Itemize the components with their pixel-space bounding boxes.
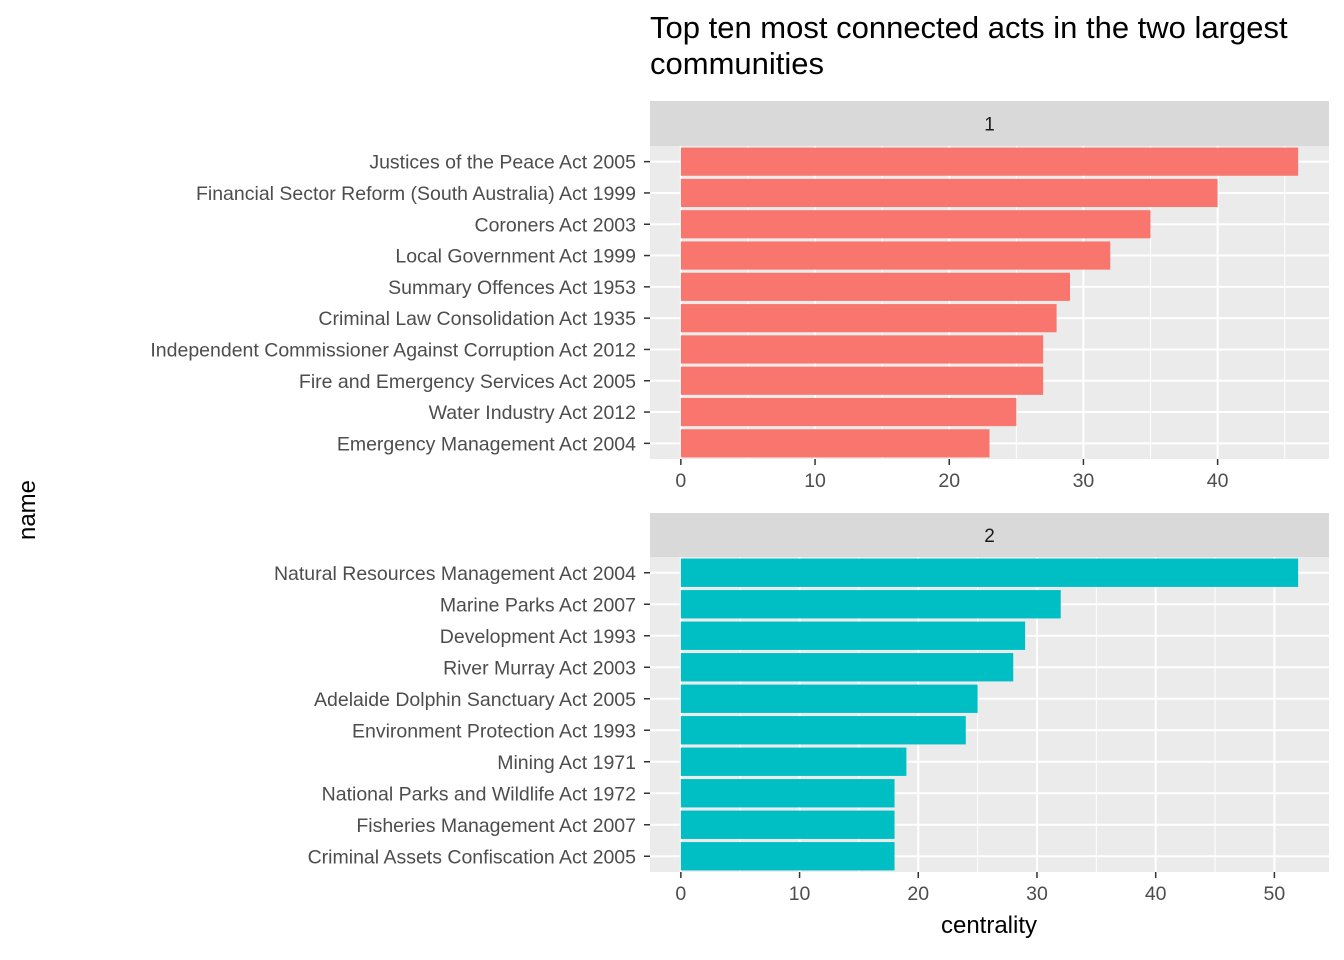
- y-tick-label: Emergency Management Act 2004: [337, 433, 636, 455]
- bar: [680, 241, 1111, 270]
- x-tick-label: 30: [1073, 470, 1095, 492]
- facet-strip-label: 2: [984, 526, 995, 547]
- bar: [680, 558, 1299, 587]
- y-tick-label: Summary Offences Act 1953: [388, 277, 636, 299]
- y-tick-label: Independent Commissioner Against Corrupt…: [150, 339, 636, 361]
- x-tick-label: 40: [1145, 883, 1167, 905]
- bar: [680, 653, 1014, 682]
- bar: [680, 621, 1026, 650]
- y-tick-label: Development Act 1993: [440, 626, 636, 648]
- bar: [680, 810, 895, 839]
- bar: [680, 429, 990, 458]
- bar: [680, 210, 1151, 239]
- y-tick-label: Marine Parks Act 2007: [440, 594, 636, 616]
- bar: [680, 304, 1057, 333]
- y-tick-label: Financial Sector Reform (South Australia…: [196, 183, 636, 205]
- bar: [680, 335, 1044, 364]
- x-tick-label: 20: [938, 470, 960, 492]
- x-tick-label: 10: [789, 883, 811, 905]
- y-tick-label: Local Government Act 1999: [395, 246, 636, 268]
- bar: [680, 716, 966, 745]
- panel-2: 2 Natural Resources Management Act 2004 Ma…: [274, 513, 1329, 905]
- bar: [680, 272, 1071, 301]
- bar: [680, 178, 1218, 208]
- bar: [680, 147, 1299, 176]
- y-tick-label: Fisheries Management Act 2007: [356, 815, 636, 837]
- bar: [680, 747, 907, 776]
- y-tick-label: Criminal Assets Confiscation Act 2005: [308, 846, 637, 868]
- chart-title: Top ten most connected acts in the two l…: [650, 10, 1288, 81]
- bar: [680, 842, 895, 871]
- y-tick-label: Adelaide Dolphin Sanctuary Act 2005: [314, 689, 636, 711]
- x-tick-label: 40: [1207, 470, 1229, 492]
- y-tick-label: National Parks and Wildlife Act 1972: [322, 783, 636, 805]
- y-tick-label: Water Industry Act 2012: [429, 402, 636, 424]
- y-tick-label: Natural Resources Management Act 2004: [274, 563, 636, 585]
- y-tick-label: River Murray Act 2003: [443, 657, 636, 679]
- y-tick-label: Mining Act 1971: [497, 752, 636, 774]
- y-tick-label: Environment Protection Act 1993: [352, 720, 636, 742]
- x-tick-label: 50: [1264, 883, 1286, 905]
- bar: [680, 366, 1044, 395]
- bar: [680, 684, 978, 713]
- bar: [680, 590, 1061, 619]
- panel-1: 1 Justices of the Peace Act 2005 Financial…: [150, 101, 1329, 492]
- y-tick-label: Coroners Act 2003: [474, 214, 636, 236]
- facet-strip: [650, 513, 1329, 557]
- x-tick-label: 0: [675, 883, 686, 905]
- y-tick-label: Fire and Emergency Services Act 2005: [299, 371, 636, 393]
- bar: [680, 397, 1017, 427]
- bar: [680, 779, 895, 808]
- x-tick-label: 30: [1026, 883, 1048, 905]
- y-tick-label: Criminal Law Consolidation Act 1935: [318, 308, 636, 330]
- x-tick-label: 10: [804, 470, 826, 492]
- facet-strip-label: 1: [984, 115, 995, 136]
- facet-strip: [650, 101, 1329, 146]
- y-tick-label: Justices of the Peace Act 2005: [369, 152, 636, 174]
- x-tick-label: 20: [907, 883, 929, 905]
- x-tick-label: 0: [675, 470, 686, 492]
- x-axis-label: centrality: [940, 912, 1038, 939]
